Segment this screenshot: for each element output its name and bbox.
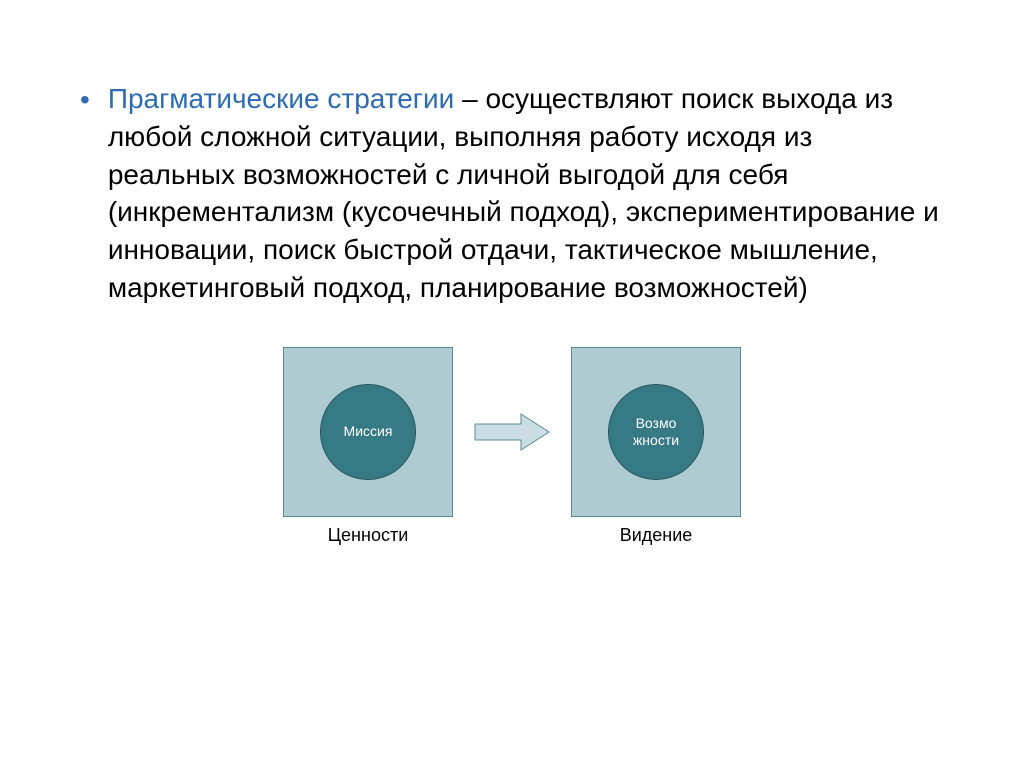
diagram-node-left: Миссия Ценности — [283, 347, 453, 546]
node-box-left: Миссия — [283, 347, 453, 517]
bullet-text: Прагматические стратегии – осуществляют … — [108, 80, 944, 307]
node-box-right: Возмо жности — [571, 347, 741, 517]
body-text: – осуществляют поиск выхода из любой сло… — [108, 83, 939, 303]
node-circle-right: Возмо жности — [608, 384, 704, 480]
node-circle-left: Миссия — [320, 384, 416, 480]
arrow-icon — [473, 412, 551, 452]
highlight-term: Прагматические стратегии — [108, 83, 455, 114]
diagram-node-right: Возмо жности Видение — [571, 347, 741, 546]
arrow-container — [473, 347, 551, 517]
node-label-left: Ценности — [328, 525, 409, 546]
circle-label-left: Миссия — [344, 423, 393, 440]
circle-label-right: Возмо жности — [633, 415, 679, 449]
bullet-marker: • — [80, 82, 90, 118]
node-label-right: Видение — [620, 525, 693, 546]
flow-diagram: Миссия Ценности Возмо жности Видение — [80, 347, 944, 546]
bullet-list-item: • Прагматические стратегии – осуществляю… — [80, 80, 944, 307]
